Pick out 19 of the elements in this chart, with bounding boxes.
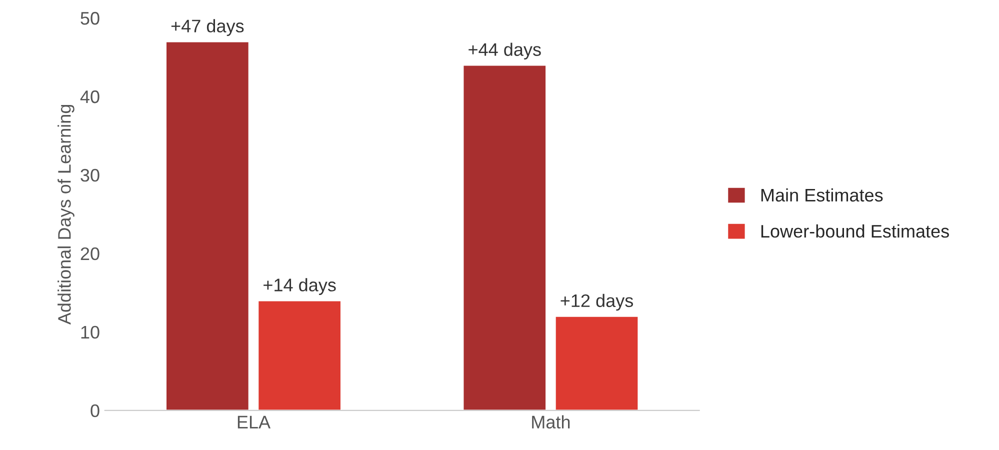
x-tick-label: ELA bbox=[238, 416, 271, 428]
data-label: +47 days bbox=[171, 19, 244, 36]
legend-label: Lower-bound Estimates bbox=[761, 224, 949, 238]
y-tick-label: 20 bbox=[80, 247, 100, 260]
y-tick-label: 40 bbox=[80, 90, 100, 104]
legend-label: Main Estimates bbox=[761, 188, 883, 202]
bar bbox=[554, 316, 640, 410]
data-label: +44 days bbox=[468, 42, 541, 60]
y-tick-label: 30 bbox=[80, 168, 100, 182]
data-label: +12 days bbox=[560, 294, 634, 311]
y-axis-title: Additional Days of Learning bbox=[58, 104, 74, 325]
bar bbox=[462, 64, 547, 410]
y-tick-label: 50 bbox=[80, 12, 100, 25]
x-tick-label: Math bbox=[532, 415, 570, 429]
data-label: +14 days bbox=[264, 278, 336, 295]
y-tick-label: 10 bbox=[81, 326, 100, 339]
bar bbox=[165, 40, 250, 410]
y-tick-label: 0 bbox=[90, 404, 100, 418]
bar bbox=[257, 300, 342, 410]
